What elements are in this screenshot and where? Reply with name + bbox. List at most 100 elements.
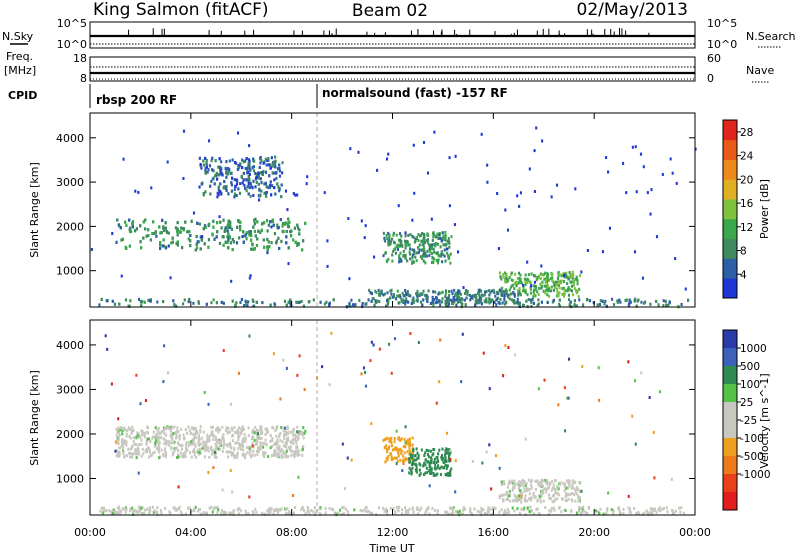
velocity-echo-cell xyxy=(402,458,405,462)
velocity-echo-cell xyxy=(523,487,526,491)
velocity-echo-cell xyxy=(408,444,411,448)
power-echo-cell xyxy=(304,221,307,225)
velocity-echo-cell xyxy=(218,428,222,432)
power-echo-cell xyxy=(406,300,410,304)
velocity-sparse-cell xyxy=(114,440,117,444)
velocity-scatter-cell xyxy=(641,512,644,516)
velocity-echo-cell xyxy=(434,463,437,467)
power-echo-cell xyxy=(508,297,511,301)
power-scatter-cell xyxy=(348,301,351,305)
velocity-echo-cell xyxy=(386,450,389,454)
power-echo-cell xyxy=(159,246,162,250)
velocity-echo-cell xyxy=(136,434,139,438)
velocity-scatter-cell xyxy=(582,505,585,509)
power-scatter-cell xyxy=(349,304,352,308)
power-sparse-cell xyxy=(248,276,251,280)
velocity-sparse-cell xyxy=(652,430,655,434)
velocity-echo-cell xyxy=(383,438,386,442)
power-scatter-cell xyxy=(628,298,631,302)
power-echo-cell xyxy=(419,292,422,296)
power-sparse-cell xyxy=(526,260,529,264)
power-scatter-cell xyxy=(478,298,481,302)
velocity-sparse-cell xyxy=(435,401,438,405)
power-scatter-cell xyxy=(578,298,581,302)
velocity-scatter-cell xyxy=(553,508,556,512)
power-sparse-cell xyxy=(305,182,308,186)
velocity-echo-cell xyxy=(448,454,451,458)
velocity-echo-cell xyxy=(177,449,180,453)
power-echo-cell xyxy=(427,289,430,293)
power-echo-cell xyxy=(398,244,401,248)
power-echo-cell xyxy=(508,293,512,297)
power-echo-cell xyxy=(219,167,222,171)
power-echo-cell xyxy=(409,294,412,298)
power-echo-cell xyxy=(255,180,258,184)
power-echo-cell xyxy=(422,251,425,255)
power-echo-cell xyxy=(217,185,220,189)
power-echo-cell xyxy=(162,238,165,242)
velocity-scatter-cell xyxy=(192,509,195,513)
power-echo-cell xyxy=(450,298,453,302)
velocity-echo-cell xyxy=(154,441,157,445)
velocity-echo-cell xyxy=(244,436,247,440)
power-echo-cell xyxy=(139,224,142,228)
power-echo-cell xyxy=(151,231,154,235)
power-sparse-cell xyxy=(684,287,687,291)
velocity-sparse-cell xyxy=(607,491,610,495)
power-echo-cell xyxy=(482,294,485,298)
power-echo-cell xyxy=(233,188,236,192)
velocity-sparse-cell xyxy=(670,477,673,481)
power-echo-cell xyxy=(248,186,251,190)
power-echo-cell xyxy=(411,253,414,257)
velocity-echo-cell xyxy=(231,428,234,432)
velocity-echo-cell xyxy=(512,498,515,502)
power-scatter-cell xyxy=(575,304,578,308)
power-echo-cell xyxy=(293,226,296,230)
velocity-scatter-cell xyxy=(618,510,621,514)
velocity-echo-cell xyxy=(530,486,533,490)
velocity-echo-cell xyxy=(141,447,144,451)
velocity-scatter-cell xyxy=(653,507,656,511)
velocity-echo-cell xyxy=(121,427,124,431)
velocity-echo-cell xyxy=(429,465,432,469)
power-sparse-cell xyxy=(563,273,566,277)
power-sparse-cell xyxy=(540,264,543,268)
power-echo-cell xyxy=(247,192,250,196)
cpid-program-1: rbsp 200 RF xyxy=(96,93,177,107)
velocity-echo-cell xyxy=(551,500,554,504)
power-echo-cell xyxy=(431,256,434,260)
power-echo-cell xyxy=(186,230,189,234)
power-echo-cell xyxy=(392,249,395,253)
station-title: King Salmon (fitACF) xyxy=(93,0,269,20)
velocity-echo-cell xyxy=(397,451,400,455)
velocity-echo-cell xyxy=(500,480,503,484)
power-echo-cell xyxy=(500,291,503,295)
power-echo-cell xyxy=(534,274,537,278)
power-echo-cell xyxy=(412,296,415,300)
velocity-sparse-cell xyxy=(110,382,113,386)
power-echo-cell xyxy=(269,166,272,170)
power-scatter-cell xyxy=(527,298,530,302)
power-echo-cell xyxy=(440,239,443,243)
velocity-scatter-cell xyxy=(138,507,141,511)
power-echo-cell xyxy=(553,286,557,290)
power-echo-cell xyxy=(210,179,213,183)
velocity-echo-cell xyxy=(574,489,577,493)
velocity-echo-cell xyxy=(135,436,138,440)
power-echo-cell xyxy=(271,164,274,168)
power-echo-cell xyxy=(204,156,207,160)
velocity-colorbar-swatch xyxy=(723,492,737,511)
power-echo-cell xyxy=(392,240,395,244)
velocity-echo-cell xyxy=(411,436,414,440)
power-echo-cell xyxy=(470,295,473,299)
power-echo-cell xyxy=(284,222,287,226)
power-echo-cell xyxy=(277,225,280,229)
power-echo-cell xyxy=(441,297,444,301)
velocity-echo-cell xyxy=(413,458,416,462)
velocity-echo-cell xyxy=(284,454,287,458)
power-echo-cell xyxy=(227,167,230,171)
power-echo-cell xyxy=(492,288,495,292)
power-scatter-cell xyxy=(552,298,555,302)
velocity-echo-cell xyxy=(259,447,262,451)
velocity-sparse-cell xyxy=(285,366,288,370)
